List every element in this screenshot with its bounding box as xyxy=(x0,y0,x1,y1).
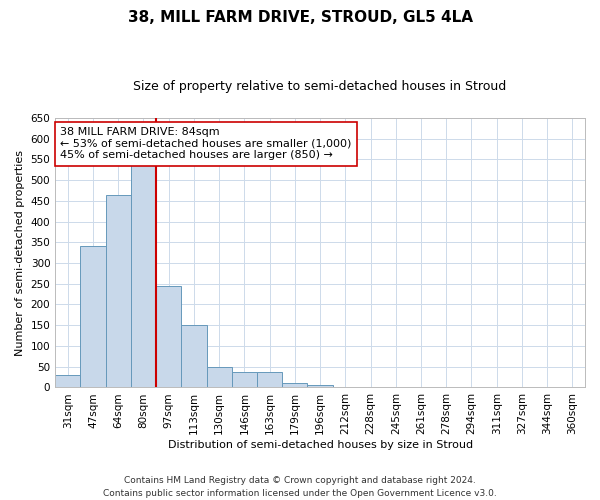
Bar xyxy=(560,386,585,388)
Bar xyxy=(332,386,358,388)
Bar xyxy=(156,286,181,388)
Bar xyxy=(131,166,156,388)
Text: Contains HM Land Registry data © Crown copyright and database right 2024.
Contai: Contains HM Land Registry data © Crown c… xyxy=(103,476,497,498)
Bar xyxy=(307,386,332,388)
Bar xyxy=(106,194,131,388)
Y-axis label: Number of semi-detached properties: Number of semi-detached properties xyxy=(15,150,25,356)
Bar xyxy=(484,386,509,388)
Bar xyxy=(55,375,80,388)
Text: 38, MILL FARM DRIVE, STROUD, GL5 4LA: 38, MILL FARM DRIVE, STROUD, GL5 4LA xyxy=(128,10,473,25)
Bar xyxy=(257,372,282,388)
Bar xyxy=(282,384,307,388)
Title: Size of property relative to semi-detached houses in Stroud: Size of property relative to semi-detach… xyxy=(133,80,507,93)
Bar xyxy=(80,246,106,388)
X-axis label: Distribution of semi-detached houses by size in Stroud: Distribution of semi-detached houses by … xyxy=(167,440,473,450)
Bar xyxy=(232,372,257,388)
Bar xyxy=(181,325,206,388)
Text: 38 MILL FARM DRIVE: 84sqm
← 53% of semi-detached houses are smaller (1,000)
45% : 38 MILL FARM DRIVE: 84sqm ← 53% of semi-… xyxy=(61,127,352,160)
Bar xyxy=(206,366,232,388)
